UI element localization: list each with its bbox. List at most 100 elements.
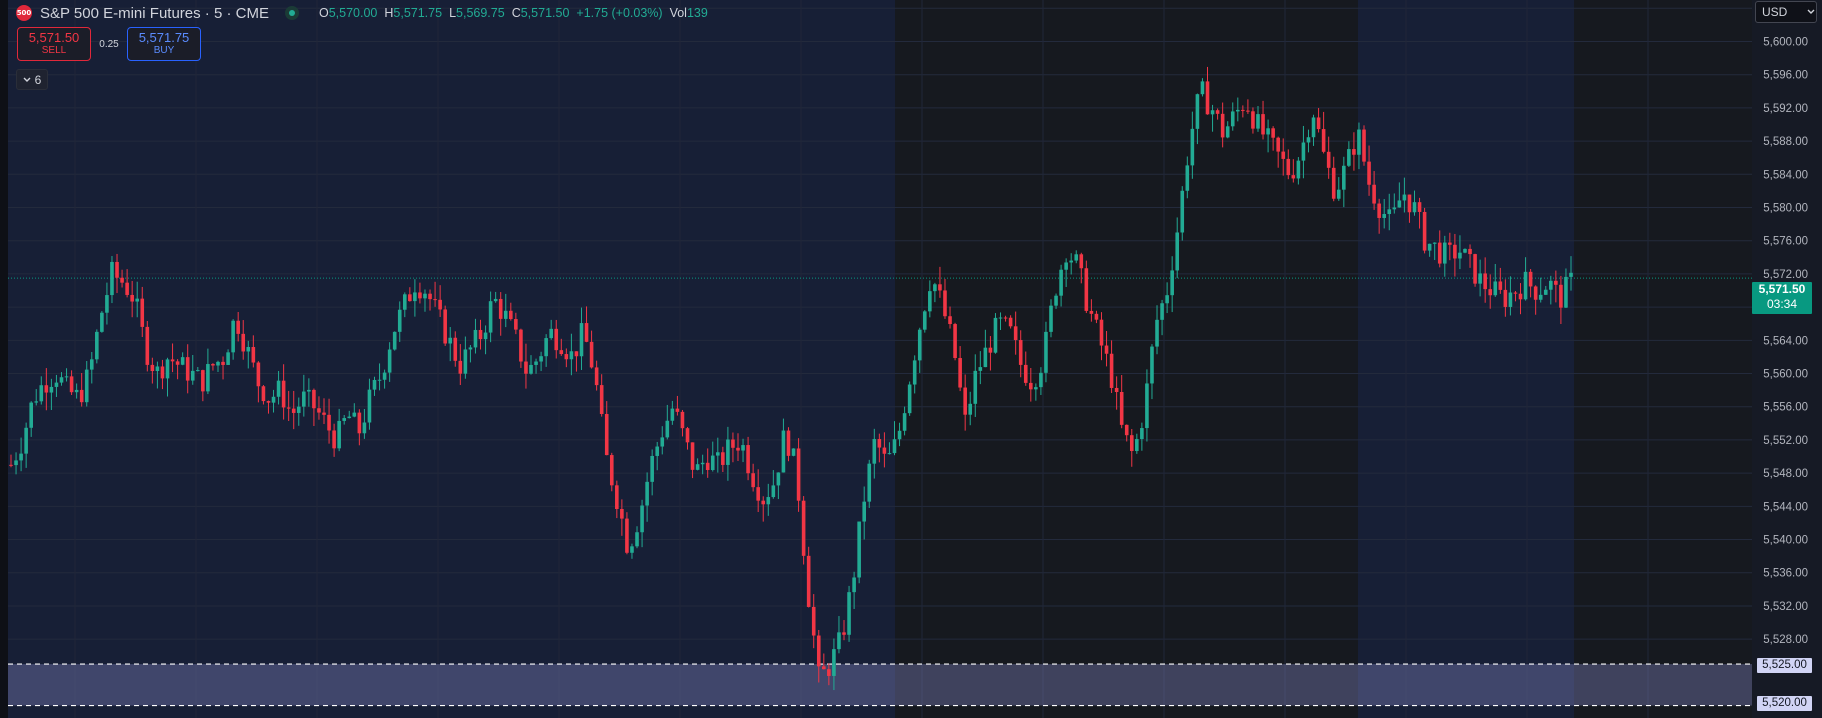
candle-up bbox=[1296, 160, 1301, 179]
candle-down bbox=[574, 351, 579, 357]
off-session-background bbox=[895, 0, 1358, 718]
candle-down bbox=[963, 387, 967, 415]
candle-down bbox=[1528, 271, 1533, 287]
candle-up bbox=[483, 332, 488, 340]
candle-up bbox=[1478, 273, 1482, 284]
candle-up bbox=[1034, 387, 1038, 390]
sell-button[interactable]: 5,571.50 SELL bbox=[17, 27, 91, 61]
candle-down bbox=[266, 401, 271, 403]
candle-down bbox=[604, 413, 609, 456]
y-axis-tick-label: 5,536.00 bbox=[1763, 568, 1808, 580]
candle-down bbox=[786, 430, 791, 456]
upper-level-label: 5,525.00 bbox=[1757, 658, 1812, 673]
y-axis-tick-label: 5,564.00 bbox=[1763, 335, 1808, 347]
candle-down bbox=[241, 333, 246, 352]
spread-value: 0.25 bbox=[99, 38, 119, 50]
candle-down bbox=[1483, 273, 1487, 290]
lower-level-label: 5,520.00 bbox=[1757, 696, 1812, 711]
candle-down bbox=[1326, 151, 1331, 168]
candle-up bbox=[928, 291, 932, 312]
currency-selector[interactable]: USD bbox=[1755, 1, 1817, 23]
candle-down bbox=[690, 442, 695, 470]
candle-down bbox=[514, 319, 518, 330]
candle-up bbox=[165, 359, 170, 379]
candle-up bbox=[852, 577, 856, 593]
candle-down bbox=[125, 282, 129, 295]
candle-down bbox=[120, 277, 124, 283]
candle-down bbox=[256, 362, 261, 387]
candle-up bbox=[54, 382, 59, 387]
candle-down bbox=[79, 389, 84, 403]
candle-up bbox=[867, 463, 872, 502]
candle-up bbox=[645, 481, 649, 506]
y-axis-tick-label: 5,600.00 bbox=[1763, 37, 1808, 49]
candle-up bbox=[1523, 271, 1528, 300]
candle-down bbox=[620, 509, 624, 519]
candle-up bbox=[135, 298, 140, 302]
candle-down bbox=[458, 360, 463, 374]
symbol-title[interactable]: S&P 500 E-mini Futures · 5 · CME bbox=[40, 4, 269, 22]
candle-up bbox=[857, 521, 861, 578]
candle-down bbox=[559, 350, 564, 355]
candle-up bbox=[983, 347, 988, 368]
candle-up bbox=[1382, 214, 1387, 218]
candle-up bbox=[695, 464, 700, 470]
candle-up bbox=[226, 352, 230, 365]
indicators-count: 6 bbox=[34, 72, 42, 87]
candle-down bbox=[1261, 114, 1265, 135]
candle-up bbox=[1069, 260, 1073, 263]
candle-down bbox=[943, 290, 947, 317]
candle-down bbox=[1124, 424, 1129, 436]
candle-up bbox=[1059, 269, 1063, 296]
candle-down bbox=[882, 447, 887, 454]
candle-down bbox=[948, 316, 952, 325]
y-axis-tick-label: 5,532.00 bbox=[1763, 601, 1808, 613]
candle-up bbox=[105, 295, 109, 313]
candle-up bbox=[39, 385, 44, 402]
indicators-toggle-button[interactable]: 6 bbox=[16, 69, 48, 90]
candle-up bbox=[402, 294, 407, 310]
candle-down bbox=[438, 299, 442, 310]
candle-up bbox=[902, 413, 907, 431]
candle-up bbox=[74, 389, 79, 393]
candle-up bbox=[1392, 207, 1397, 210]
symbol-logo-icon: 500 bbox=[16, 5, 32, 21]
candle-up bbox=[1225, 126, 1230, 138]
y-axis-tick-label: 5,528.00 bbox=[1763, 634, 1808, 646]
candle-down bbox=[433, 299, 437, 301]
candle-down bbox=[589, 341, 594, 368]
candle-down bbox=[625, 518, 629, 553]
candle-up bbox=[1538, 294, 1543, 300]
candle-down bbox=[443, 309, 447, 344]
currency-value: USD bbox=[1762, 5, 1788, 19]
candle-down bbox=[988, 347, 993, 353]
change-value: +1.75 (+0.03%) bbox=[576, 6, 663, 20]
candle-up bbox=[1135, 439, 1139, 452]
candle-down bbox=[1453, 244, 1457, 259]
candle-down bbox=[428, 293, 432, 300]
candle-up bbox=[907, 384, 912, 414]
candle-up bbox=[14, 460, 18, 466]
candle-up bbox=[1180, 190, 1185, 233]
candle-up bbox=[549, 328, 553, 339]
candle-down bbox=[685, 428, 690, 443]
candle-up bbox=[1569, 272, 1573, 277]
candle-down bbox=[811, 606, 816, 636]
candle-up bbox=[100, 312, 104, 332]
candle-up bbox=[1397, 200, 1402, 208]
candle-down bbox=[746, 445, 750, 474]
candle-down bbox=[1119, 391, 1124, 425]
market-status-icon[interactable] bbox=[284, 6, 299, 20]
buy-button[interactable]: 5,571.75 BUY bbox=[127, 27, 201, 61]
candle-down bbox=[322, 412, 326, 415]
candle-up bbox=[89, 359, 94, 370]
candle-up bbox=[347, 416, 352, 419]
candle-down bbox=[1129, 435, 1134, 452]
candle-up bbox=[1054, 295, 1058, 306]
candle-down bbox=[69, 376, 74, 393]
candle-up bbox=[1175, 232, 1180, 271]
candle-down bbox=[9, 464, 13, 466]
y-axis-tick-label: 5,572.00 bbox=[1763, 269, 1808, 281]
candle-up bbox=[776, 472, 781, 486]
